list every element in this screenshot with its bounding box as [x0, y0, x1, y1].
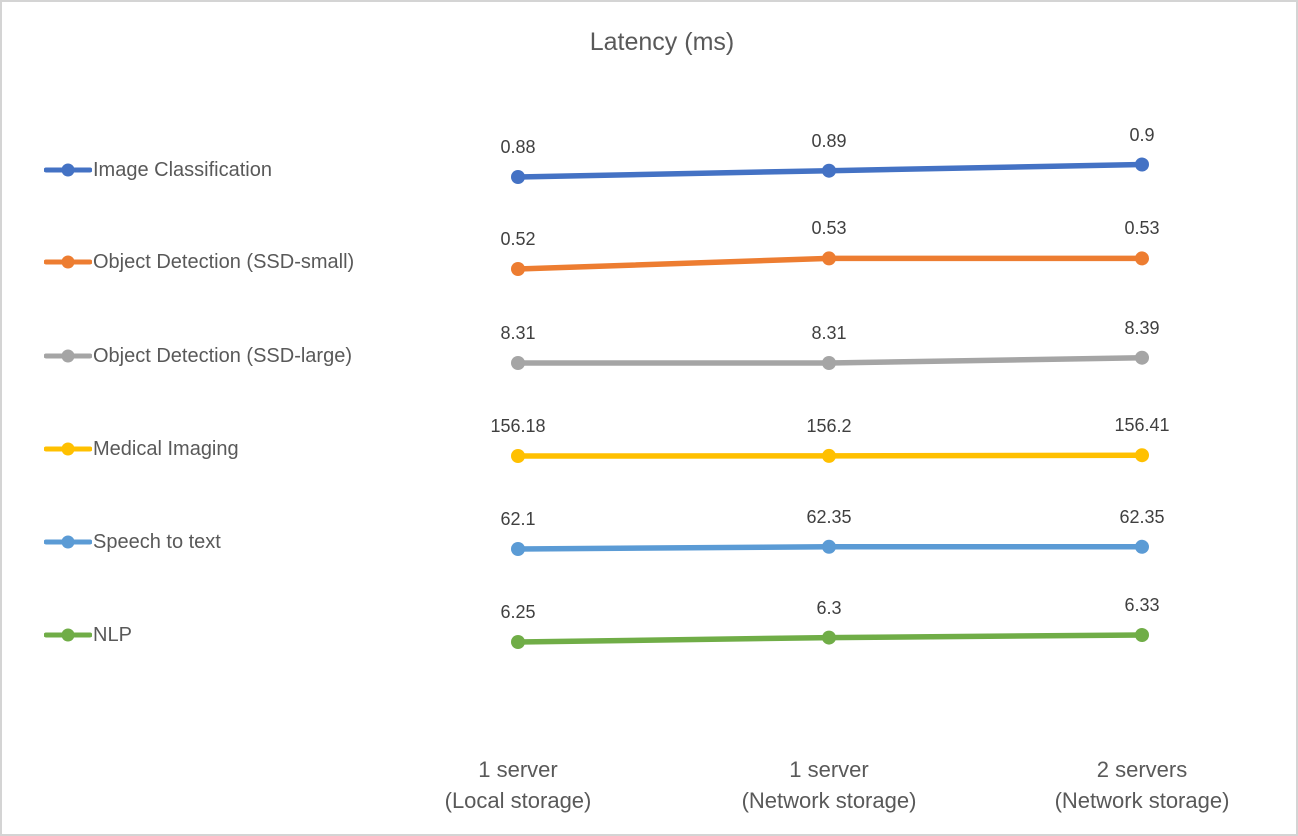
x-axis-label-0: 1 server (Local storage) — [444, 757, 592, 813]
data-point-nlp-0[interactable] — [511, 635, 525, 649]
data-point-nlp-2[interactable] — [1135, 628, 1149, 642]
data-point-object-detection-ssd-large-2[interactable] — [1135, 350, 1149, 365]
data-point-object-detection-ssd-small-0[interactable] — [511, 262, 525, 276]
legend-marker-icon — [44, 442, 92, 456]
data-point-object-detection-ssd-small-2[interactable] — [1135, 251, 1149, 266]
legend-marker-icon — [44, 163, 92, 177]
data-point-object-detection-ssd-small-1[interactable] — [822, 251, 836, 266]
legend-marker-icon — [44, 349, 92, 363]
data-point-object-detection-ssd-large-1[interactable] — [822, 356, 836, 370]
legend-item-nlp[interactable]: NLP — [44, 621, 132, 649]
legend-item-object-detection-ssd-small[interactable]: Object Detection (SSD-small) — [44, 248, 354, 276]
data-point-image-classification-1[interactable] — [822, 163, 836, 178]
data-point-speech-to-text-0[interactable] — [511, 542, 525, 556]
data-point-medical-imaging-0[interactable] — [511, 449, 525, 463]
data-point-nlp-1[interactable] — [822, 630, 836, 645]
legend-item-image-classification[interactable]: Image Classification — [44, 156, 272, 184]
data-point-medical-imaging-2[interactable] — [1135, 448, 1149, 463]
data-point-medical-imaging-1[interactable] — [822, 448, 836, 463]
legend-item-speech-to-text[interactable]: Speech to text — [44, 528, 221, 556]
legend-label: Image Classification — [93, 158, 272, 181]
legend-label: Speech to text — [93, 530, 221, 553]
legend-label: Object Detection (SSD-large) — [93, 344, 352, 367]
x-axis-label-2: 2 servers (Network storage) — [1054, 757, 1230, 813]
chart-title: Latency (ms) — [589, 28, 735, 56]
legend-label: Medical Imaging — [93, 437, 239, 460]
legend-label: Object Detection (SSD-small) — [93, 250, 355, 273]
data-point-speech-to-text-2[interactable] — [1135, 539, 1149, 554]
legend-marker-icon — [44, 628, 92, 642]
legend-item-medical-imaging[interactable]: Medical Imaging — [44, 435, 239, 463]
data-point-image-classification-0[interactable] — [511, 170, 525, 184]
legend-marker-icon — [44, 535, 92, 549]
data-point-image-classification-2[interactable] — [1135, 157, 1149, 172]
legend-label: NLP — [93, 623, 132, 646]
legend-item-object-detection-ssd-large[interactable]: Object Detection (SSD-large) — [44, 342, 352, 370]
data-point-object-detection-ssd-large-0[interactable] — [511, 356, 525, 370]
x-axis-label-1: 1 server (Network storage) — [741, 757, 917, 813]
data-point-speech-to-text-1[interactable] — [822, 539, 836, 554]
legend-marker-icon — [44, 255, 92, 269]
